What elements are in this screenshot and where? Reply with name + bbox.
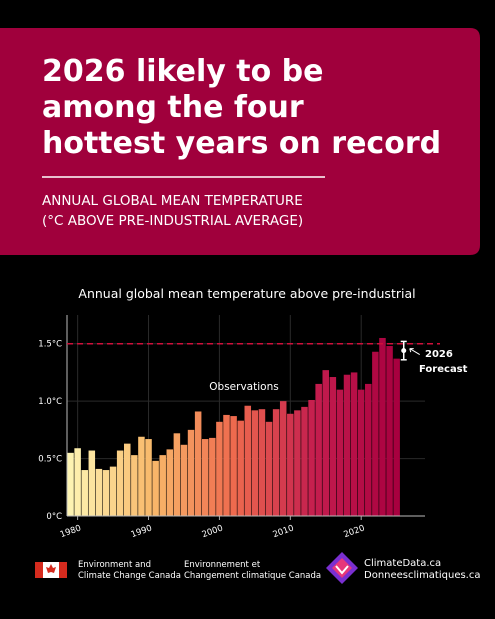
bar	[81, 470, 88, 516]
bar	[379, 337, 386, 516]
bar	[209, 437, 216, 516]
bar	[145, 439, 152, 516]
bar	[194, 411, 202, 516]
footer-text: Changement climatique Canada	[184, 571, 321, 581]
bar	[386, 346, 393, 516]
bar	[74, 448, 81, 516]
bar	[350, 372, 358, 516]
bar	[237, 420, 244, 516]
bar	[67, 452, 74, 516]
bar	[223, 414, 230, 516]
bar	[287, 413, 294, 516]
y-tick-label: 1.5°C	[38, 340, 62, 350]
bar	[357, 389, 365, 516]
subtitle: (°C ABOVE PRE-INDUSTRIAL AVERAGE)	[42, 213, 303, 229]
bar	[365, 383, 372, 516]
bar	[166, 449, 174, 516]
bar	[265, 421, 273, 516]
footer-text: Environment and	[78, 560, 151, 570]
bar	[216, 421, 223, 516]
footer-text: Climate Change Canada	[78, 571, 181, 581]
bar	[322, 370, 330, 516]
forecast-point	[401, 348, 407, 354]
bar	[116, 450, 124, 516]
bar	[102, 470, 110, 516]
bar	[372, 351, 379, 516]
bar	[180, 444, 188, 516]
y-tick-label: 1.0°C	[38, 397, 62, 407]
bar	[187, 429, 195, 516]
bar	[138, 436, 145, 516]
bar	[123, 443, 131, 516]
headline: among the four	[42, 90, 304, 125]
subtitle: ANNUAL GLOBAL MEAN TEMPERATURE	[42, 193, 303, 209]
bar	[336, 389, 344, 516]
bar	[315, 383, 322, 516]
chart-title: Annual global mean temperature above pre…	[78, 286, 415, 301]
bar	[131, 455, 138, 516]
bar	[251, 410, 259, 516]
bar	[95, 468, 103, 516]
y-tick-label: 0°C	[46, 512, 62, 522]
bar	[294, 410, 301, 516]
bar	[201, 439, 209, 516]
bar	[152, 460, 159, 516]
bar	[159, 455, 166, 516]
footer-text: Environnement et	[184, 560, 261, 570]
footer-text: ClimateData.ca	[364, 558, 441, 569]
headline: 2026 likely to be	[42, 54, 324, 89]
bar	[230, 416, 237, 516]
bar	[279, 401, 287, 516]
bar	[301, 406, 308, 516]
bar	[173, 433, 181, 516]
bar	[329, 377, 337, 516]
y-tick-label: 0.5°C	[38, 455, 62, 465]
bar	[88, 450, 96, 516]
bar	[244, 405, 252, 516]
bar	[393, 358, 400, 516]
headline: hottest years on record	[42, 126, 441, 161]
forecast-label: 2026	[425, 349, 453, 360]
footer-text: Donneesclimatiques.ca	[364, 570, 480, 581]
bar	[109, 466, 117, 516]
climatedata-logo	[326, 552, 358, 584]
bar	[272, 409, 280, 516]
canada-flag	[35, 562, 67, 578]
forecast-label: Forecast	[419, 364, 468, 375]
annotation: Observations	[209, 381, 278, 393]
forecast-arrow	[409, 348, 420, 356]
banner	[0, 28, 480, 255]
bar	[308, 399, 315, 516]
bar	[343, 374, 351, 516]
bar	[258, 409, 266, 516]
